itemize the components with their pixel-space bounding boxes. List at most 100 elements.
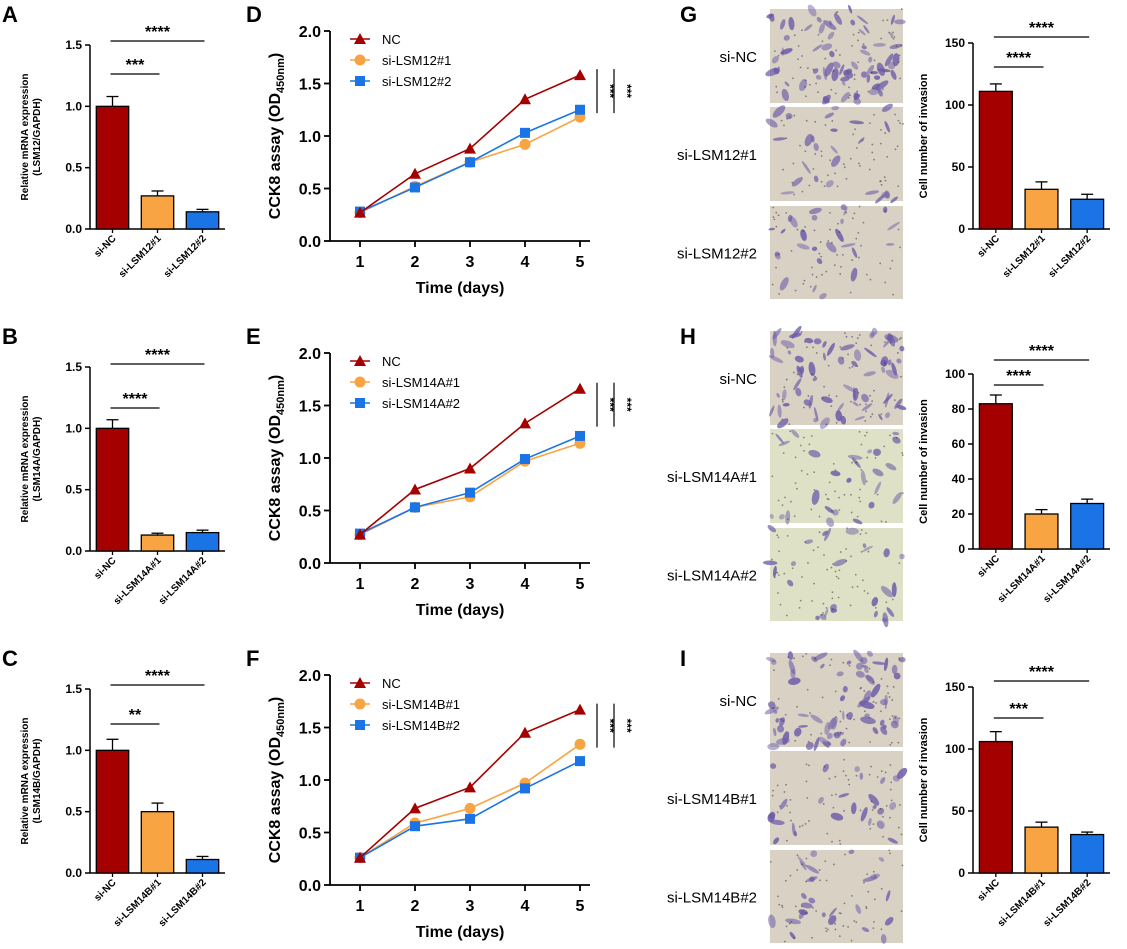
membrane-pore (884, 281, 887, 284)
legend-marker (354, 376, 366, 388)
membrane-pore (883, 445, 886, 448)
stained-cell (846, 712, 853, 720)
stained-cell (799, 79, 808, 92)
membrane-pore (854, 128, 856, 131)
membrane-pore (864, 420, 867, 422)
membrane-pore (809, 712, 811, 714)
stained-cell (772, 105, 786, 118)
membrane-pore (880, 520, 883, 523)
stained-cell (780, 191, 795, 195)
membrane-pore (773, 669, 775, 672)
membrane-pore (828, 777, 831, 780)
membrane-pore (771, 475, 774, 478)
x-tick-label: 2 (411, 254, 420, 271)
y-tick-label: 0.5 (65, 805, 82, 819)
stained-cell (830, 145, 838, 154)
y-tick-label: 0.0 (65, 544, 82, 558)
membrane-pore (900, 833, 903, 836)
image-background (770, 107, 903, 201)
data-point-NC-day4 (519, 726, 531, 738)
membrane-pore (835, 575, 838, 578)
panel-letter: G (680, 2, 697, 27)
membrane-pore (804, 85, 806, 88)
stained-cell (812, 376, 818, 382)
stained-cell (866, 650, 873, 657)
stained-cell (777, 725, 785, 733)
membrane-pore (884, 362, 887, 365)
membrane-pore (786, 346, 789, 349)
x-tick-label: 4 (521, 254, 530, 271)
stained-cell (827, 741, 832, 746)
stained-cell (824, 527, 831, 542)
stained-cell (762, 560, 778, 566)
membrane-pore (782, 720, 785, 722)
membrane-pore (794, 739, 797, 742)
membrane-pore (803, 279, 806, 282)
stained-cell (787, 651, 794, 660)
membrane-pore (838, 935, 841, 938)
stained-cell (839, 695, 845, 702)
membrane-pore (785, 839, 788, 842)
membrane-pore (837, 577, 840, 580)
legend-marker (354, 677, 366, 688)
membrane-pore (817, 91, 819, 94)
micrograph-column-i: si-NC si-LSM14B#1 si-LSM14B#2 (667, 649, 908, 944)
membrane-pore (778, 293, 780, 295)
membrane-pore (781, 904, 783, 907)
y-axis-label: Relative mRNA expression(LSM12/GAPDH) (20, 74, 43, 201)
stained-cell (889, 32, 894, 37)
membrane-pore (825, 879, 828, 882)
membrane-pore (778, 903, 781, 906)
data-point-si-LSM14A#2-day4 (520, 454, 530, 465)
y-tick-label: 1.0 (65, 421, 82, 435)
membrane-pore (824, 57, 827, 60)
membrane-pore (858, 496, 861, 499)
membrane-pore (846, 714, 849, 717)
stained-cell (840, 344, 855, 351)
membrane-pore (805, 119, 808, 122)
membrane-pore (858, 334, 861, 336)
membrane-pore (865, 410, 868, 413)
membrane-pore (831, 597, 834, 600)
membrane-pore (850, 894, 853, 897)
data-point-si-LSM14B#2-day5 (575, 756, 585, 767)
membrane-pore (785, 137, 788, 140)
membrane-pore (827, 240, 830, 242)
membrane-pore (857, 39, 860, 42)
stained-cell (868, 817, 872, 826)
membrane-pore (777, 54, 780, 57)
stained-cell (813, 143, 819, 151)
membrane-pore (789, 799, 792, 801)
stained-cell (788, 677, 801, 685)
membrane-pore (865, 906, 868, 908)
membrane-pore (796, 705, 798, 708)
membrane-pore (824, 124, 827, 126)
stained-cell (773, 710, 778, 714)
significance-label: **** (145, 347, 171, 364)
membrane-pore (859, 500, 862, 503)
membrane-pore (823, 385, 825, 388)
stained-cell (835, 410, 843, 422)
membrane-pore (853, 73, 856, 76)
stained-cell (800, 229, 807, 241)
membrane-pore (885, 601, 888, 604)
membrane-pore (777, 895, 779, 898)
membrane-pore (873, 113, 875, 116)
bar-chart-panel-c: 0.0 0.5 1.0 1.5 Relative mRNA expression(LSM… (20, 668, 225, 929)
membrane-pore (810, 373, 813, 376)
stained-cell (813, 737, 820, 752)
membrane-pore (859, 488, 862, 491)
significance-label: **** (1006, 368, 1032, 385)
membrane-pore (852, 33, 855, 36)
stained-cell (868, 56, 873, 63)
stained-cell (872, 468, 884, 477)
stained-cell (779, 798, 788, 810)
membrane-pore (786, 534, 789, 537)
membrane-pore (818, 869, 821, 871)
membrane-pore (881, 88, 884, 91)
membrane-pore (771, 432, 774, 435)
membrane-pore (785, 783, 787, 786)
membrane-pore (851, 586, 854, 589)
stained-cell (845, 527, 859, 535)
